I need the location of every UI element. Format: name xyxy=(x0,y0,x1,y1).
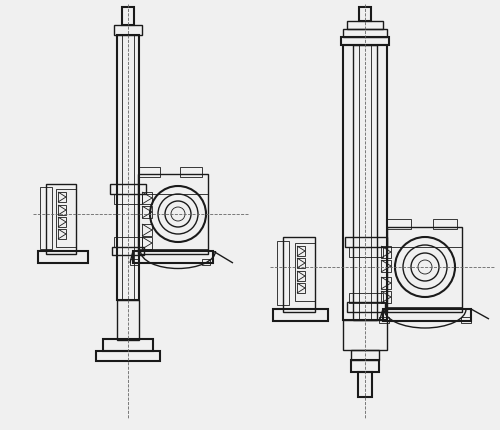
Bar xyxy=(114,26,142,36)
Bar xyxy=(40,187,52,249)
Bar xyxy=(379,317,389,323)
Bar xyxy=(130,259,138,265)
Bar xyxy=(297,258,305,268)
Bar xyxy=(138,168,160,178)
Bar xyxy=(114,237,142,247)
Bar xyxy=(112,247,144,255)
Bar xyxy=(387,227,462,312)
Bar xyxy=(297,283,305,293)
Bar xyxy=(295,243,315,301)
Bar xyxy=(202,259,210,265)
Bar xyxy=(353,46,377,320)
Bar xyxy=(180,168,202,178)
Bar xyxy=(433,219,457,230)
Bar xyxy=(387,219,411,230)
Bar xyxy=(349,247,383,258)
Bar xyxy=(347,302,385,312)
Bar xyxy=(283,237,315,312)
Bar xyxy=(114,194,142,205)
Bar xyxy=(103,339,153,351)
Bar xyxy=(96,351,160,361)
Bar xyxy=(58,206,66,215)
Bar xyxy=(122,8,134,26)
Bar xyxy=(381,261,391,272)
Bar xyxy=(351,360,379,372)
Bar xyxy=(381,246,391,258)
Bar xyxy=(347,22,383,30)
Bar xyxy=(341,38,389,46)
Bar xyxy=(58,218,66,227)
Bar xyxy=(142,224,152,237)
Bar xyxy=(58,193,66,203)
Bar xyxy=(277,241,289,305)
Bar xyxy=(133,252,213,264)
Bar xyxy=(359,8,371,22)
Bar xyxy=(343,30,387,38)
Bar xyxy=(117,36,139,300)
Bar xyxy=(297,271,305,281)
Bar xyxy=(461,317,471,323)
Bar xyxy=(110,184,146,194)
Bar xyxy=(142,193,152,205)
Bar xyxy=(343,320,387,350)
Bar xyxy=(358,372,372,397)
Bar xyxy=(381,291,391,303)
Bar xyxy=(117,300,139,340)
Bar xyxy=(343,46,387,320)
Bar xyxy=(383,309,471,321)
Bar xyxy=(38,252,88,264)
Bar xyxy=(58,230,66,240)
Bar xyxy=(345,237,387,247)
Bar xyxy=(56,190,76,247)
Bar xyxy=(142,206,152,218)
Bar xyxy=(142,237,152,249)
Bar xyxy=(351,350,379,360)
Bar xyxy=(349,293,383,303)
Bar xyxy=(138,175,208,255)
Bar xyxy=(297,246,305,256)
Bar xyxy=(381,277,391,289)
Bar xyxy=(46,184,76,255)
Bar xyxy=(273,309,328,321)
